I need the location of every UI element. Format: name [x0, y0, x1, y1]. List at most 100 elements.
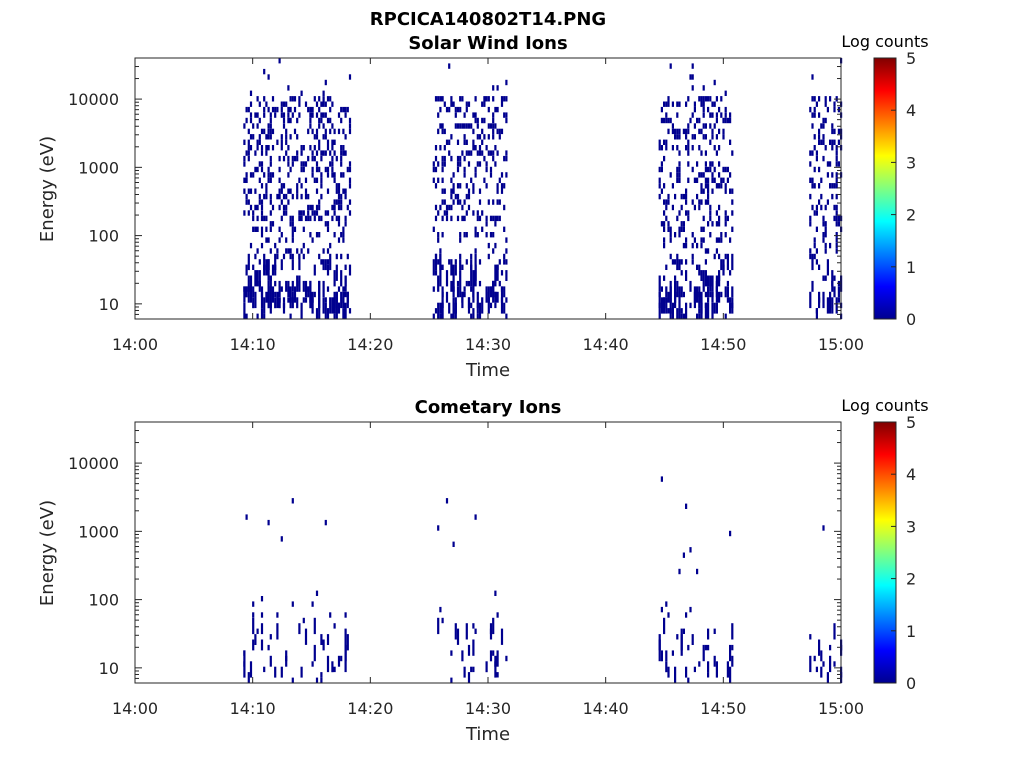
count-cell [682, 221, 685, 227]
count-cell [285, 248, 288, 254]
y-tick-label: 10000 [68, 90, 119, 109]
count-cell [326, 188, 330, 194]
count-cell [437, 617, 440, 635]
count-cell [485, 232, 488, 238]
count-cell [245, 199, 248, 205]
count-cell [243, 139, 246, 145]
count-cell [260, 145, 264, 151]
count-cell [265, 183, 268, 189]
count-cell [278, 226, 281, 232]
count-cell [815, 204, 818, 211]
count-cell [815, 226, 818, 232]
count-cell [274, 253, 277, 271]
count-cell [340, 291, 343, 309]
count-cell [333, 128, 336, 135]
count-cell [289, 106, 292, 113]
count-cell [465, 139, 468, 145]
count-cell [822, 525, 825, 531]
count-cell [463, 215, 466, 222]
count-cell [260, 308, 264, 319]
count-cell [441, 291, 444, 309]
count-cell [718, 204, 721, 211]
count-cell [474, 226, 477, 232]
count-cell [492, 112, 495, 118]
count-cell [311, 112, 314, 118]
count-cell [243, 123, 246, 129]
count-cell [320, 183, 323, 189]
count-cell [285, 655, 288, 662]
count-cell [472, 639, 475, 656]
count-cell [437, 237, 440, 243]
count-cell [715, 112, 718, 118]
count-cell [318, 253, 321, 260]
count-cell [687, 210, 690, 216]
count-cell [711, 291, 714, 298]
count-cell [680, 259, 683, 265]
count-cell [337, 237, 341, 243]
count-cell [702, 96, 705, 102]
count-cell [309, 145, 312, 151]
count-cell [267, 280, 270, 298]
count-cell [278, 166, 281, 173]
count-cell [811, 183, 814, 189]
count-cell [289, 117, 292, 124]
count-cell [318, 166, 321, 173]
axis-ticks: 14:00 14:10 14:20 14:30 14:40 14:50 15:0010100… [68, 421, 864, 718]
count-cell [467, 150, 471, 156]
count-cell [344, 193, 347, 200]
count-cell [267, 123, 270, 129]
count-cell [505, 79, 508, 86]
count-cell [485, 96, 488, 102]
count-cell [346, 291, 349, 298]
count-cell [660, 161, 663, 167]
count-cell [302, 166, 305, 173]
count-cell [685, 237, 688, 243]
count-cell [300, 161, 303, 167]
count-cell [282, 253, 286, 260]
count-cell [348, 264, 352, 276]
count-cell [715, 150, 718, 156]
count-cell [481, 117, 484, 124]
count-cell [302, 280, 305, 292]
count-cell [342, 232, 345, 238]
count-cell [256, 204, 259, 211]
count-cell [700, 270, 703, 281]
count-cell [441, 215, 444, 222]
count-cell [291, 96, 294, 102]
count-cell [432, 286, 435, 292]
count-cell [826, 161, 829, 167]
count-cell [826, 297, 829, 314]
count-cell [494, 661, 497, 678]
count-cell [837, 215, 840, 222]
count-cell [704, 302, 707, 309]
count-cell [441, 161, 444, 167]
count-cell [344, 291, 347, 298]
count-cell [342, 188, 345, 194]
count-cell [307, 155, 310, 162]
count-cell [467, 188, 471, 194]
count-cell [324, 302, 327, 319]
count-cell [809, 161, 812, 167]
count-cell [818, 199, 821, 205]
count-cell [274, 106, 277, 113]
count-cell [439, 606, 442, 613]
count-cell [452, 101, 455, 107]
count-cell [463, 166, 466, 173]
count-cell [663, 117, 666, 124]
count-cell [320, 215, 323, 222]
count-cell [658, 145, 661, 151]
count-cell [309, 204, 312, 211]
count-cell [476, 215, 479, 222]
count-cell [293, 286, 297, 303]
count-cell [685, 188, 688, 194]
count-cell [665, 145, 668, 151]
count-cell [831, 128, 834, 135]
count-cell [278, 286, 281, 292]
count-cell [669, 232, 672, 238]
count-cell [833, 106, 836, 113]
count-cell [687, 677, 690, 683]
count-cell [307, 248, 310, 254]
count-cell [813, 210, 816, 216]
count-cell [302, 226, 305, 232]
count-cell [300, 150, 303, 156]
